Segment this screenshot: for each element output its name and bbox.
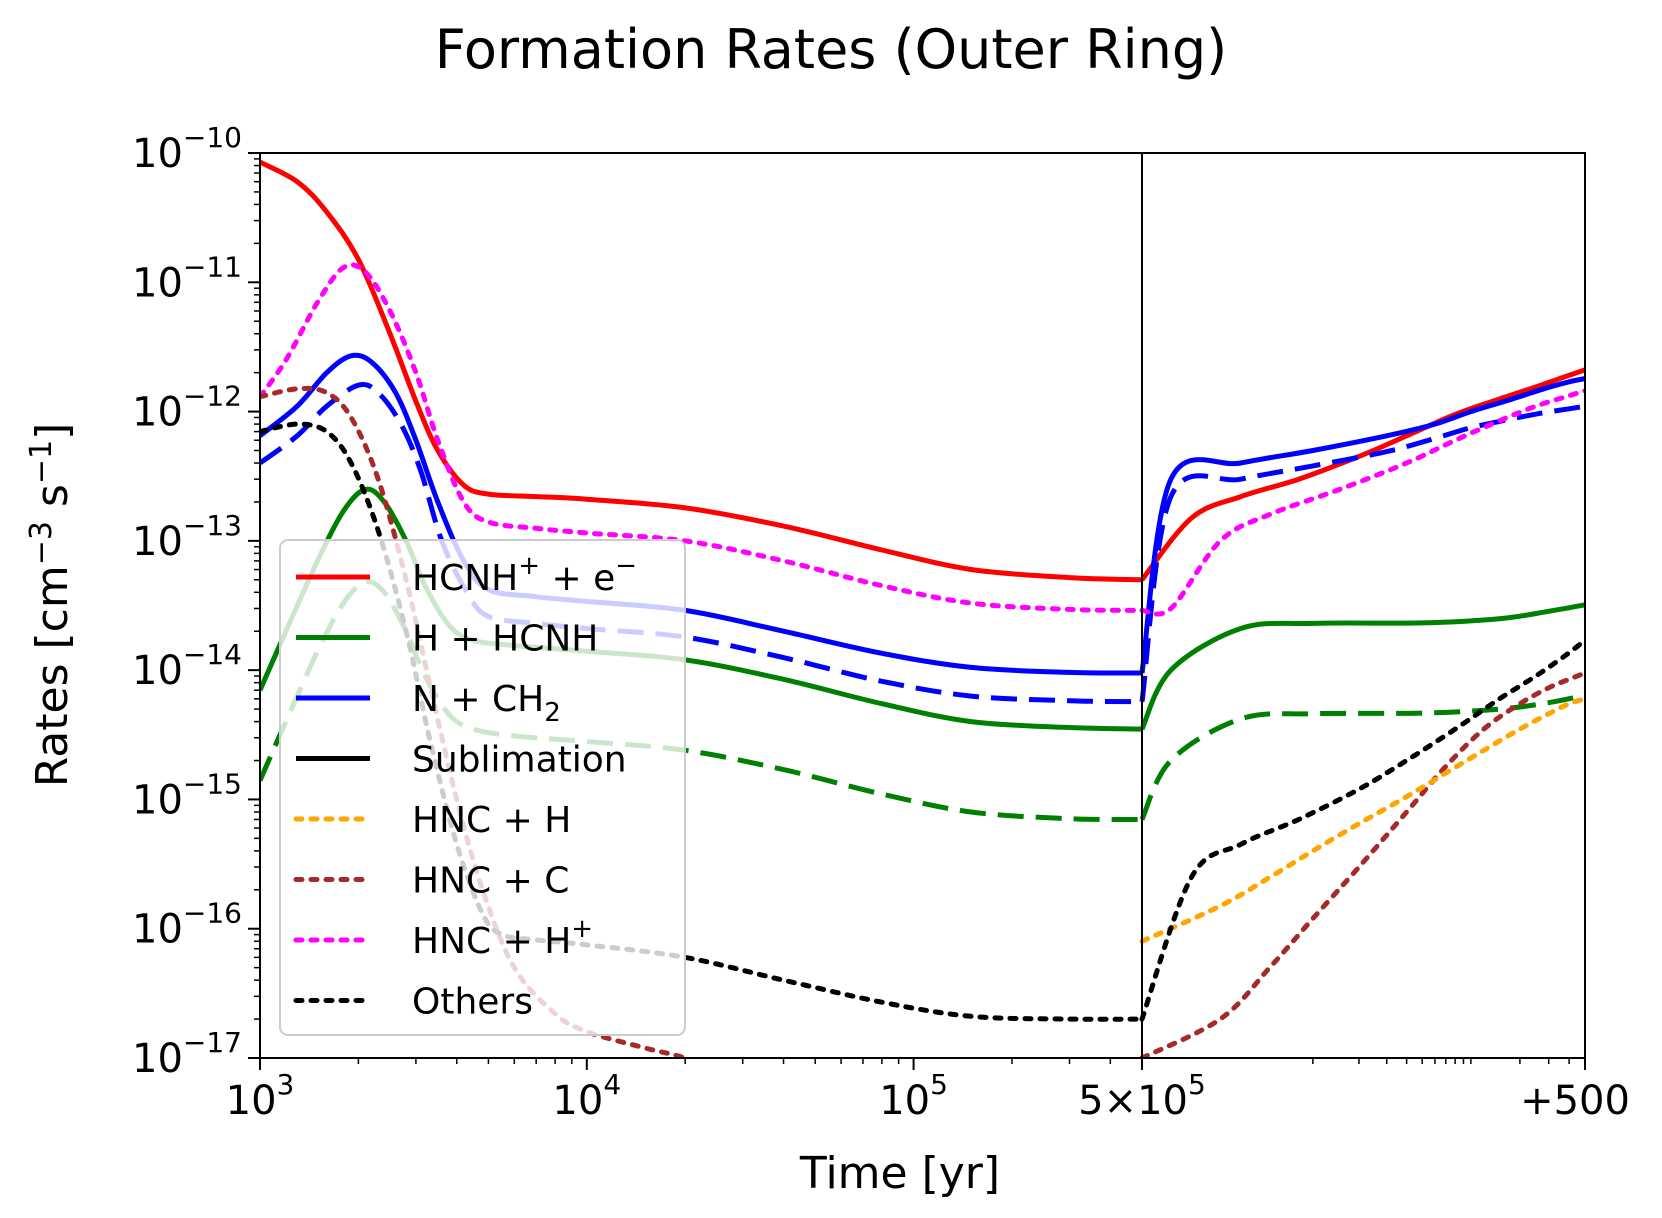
legend-label: HNC + C: [412, 861, 569, 902]
series-line-6-right: [1139, 670, 1585, 1058]
series-line-4-right: [1139, 692, 1585, 821]
legend: HCNH+ + e− H + HCNH N + CH2 Sublimation HNC …: [279, 539, 686, 1036]
y-axis-label: Rates [cm−3 s−1]: [24, 423, 78, 788]
y-tick-label: 10−17: [132, 1026, 242, 1082]
series-line-8-right: [1139, 637, 1585, 1022]
y-tick-label: 10−11: [132, 250, 242, 306]
legend-label: H + HCNH: [412, 619, 598, 660]
y-tick-label: 10−12: [132, 380, 242, 436]
plot-frame: [259, 152, 1586, 1059]
x-tick-label: 5×105: [1078, 1068, 1206, 1124]
series-line-5-left: [260, 262, 1145, 613]
x-tick-label: 103: [226, 1068, 295, 1124]
series-line-2-right: [1139, 403, 1585, 703]
series-line-1-right: [1139, 376, 1585, 674]
axis-ticks: 10−10 10−11 10−12 10−13 10−14 10−15 10−16 10−17…: [132, 121, 1630, 1124]
legend-label: HCNH+ + e−: [412, 551, 637, 599]
chart-title: Formation Rates (Outer Ring): [435, 18, 1228, 81]
legend-label: N + CH2: [412, 679, 561, 728]
y-tick-label: 10−15: [132, 767, 242, 823]
x-tick-label: +500: [1520, 1078, 1630, 1124]
series-line-7-right: [1139, 696, 1585, 944]
series-line-0-left: [260, 159, 1143, 583]
legend-label: HNC + H: [412, 800, 571, 841]
series-line-0-right: [1140, 367, 1585, 582]
x-axis-label: Time [yr]: [799, 1148, 1000, 1199]
legend-label: HNC + H+: [412, 914, 593, 962]
y-tick-label: 10−10: [132, 121, 242, 177]
legend-box: [279, 539, 686, 1036]
legend-label: Others: [412, 982, 533, 1023]
y-tick-label: 10−14: [132, 638, 242, 694]
y-tick-label: 10−13: [132, 509, 242, 565]
y-tick-label: 10−16: [132, 897, 242, 953]
x-tick-label: 104: [552, 1068, 621, 1124]
series-line-5-right: [1139, 388, 1585, 617]
x-tick-label: 105: [879, 1068, 948, 1124]
series-line-3-right: [1139, 602, 1585, 731]
legend-label: Sublimation: [412, 740, 627, 781]
